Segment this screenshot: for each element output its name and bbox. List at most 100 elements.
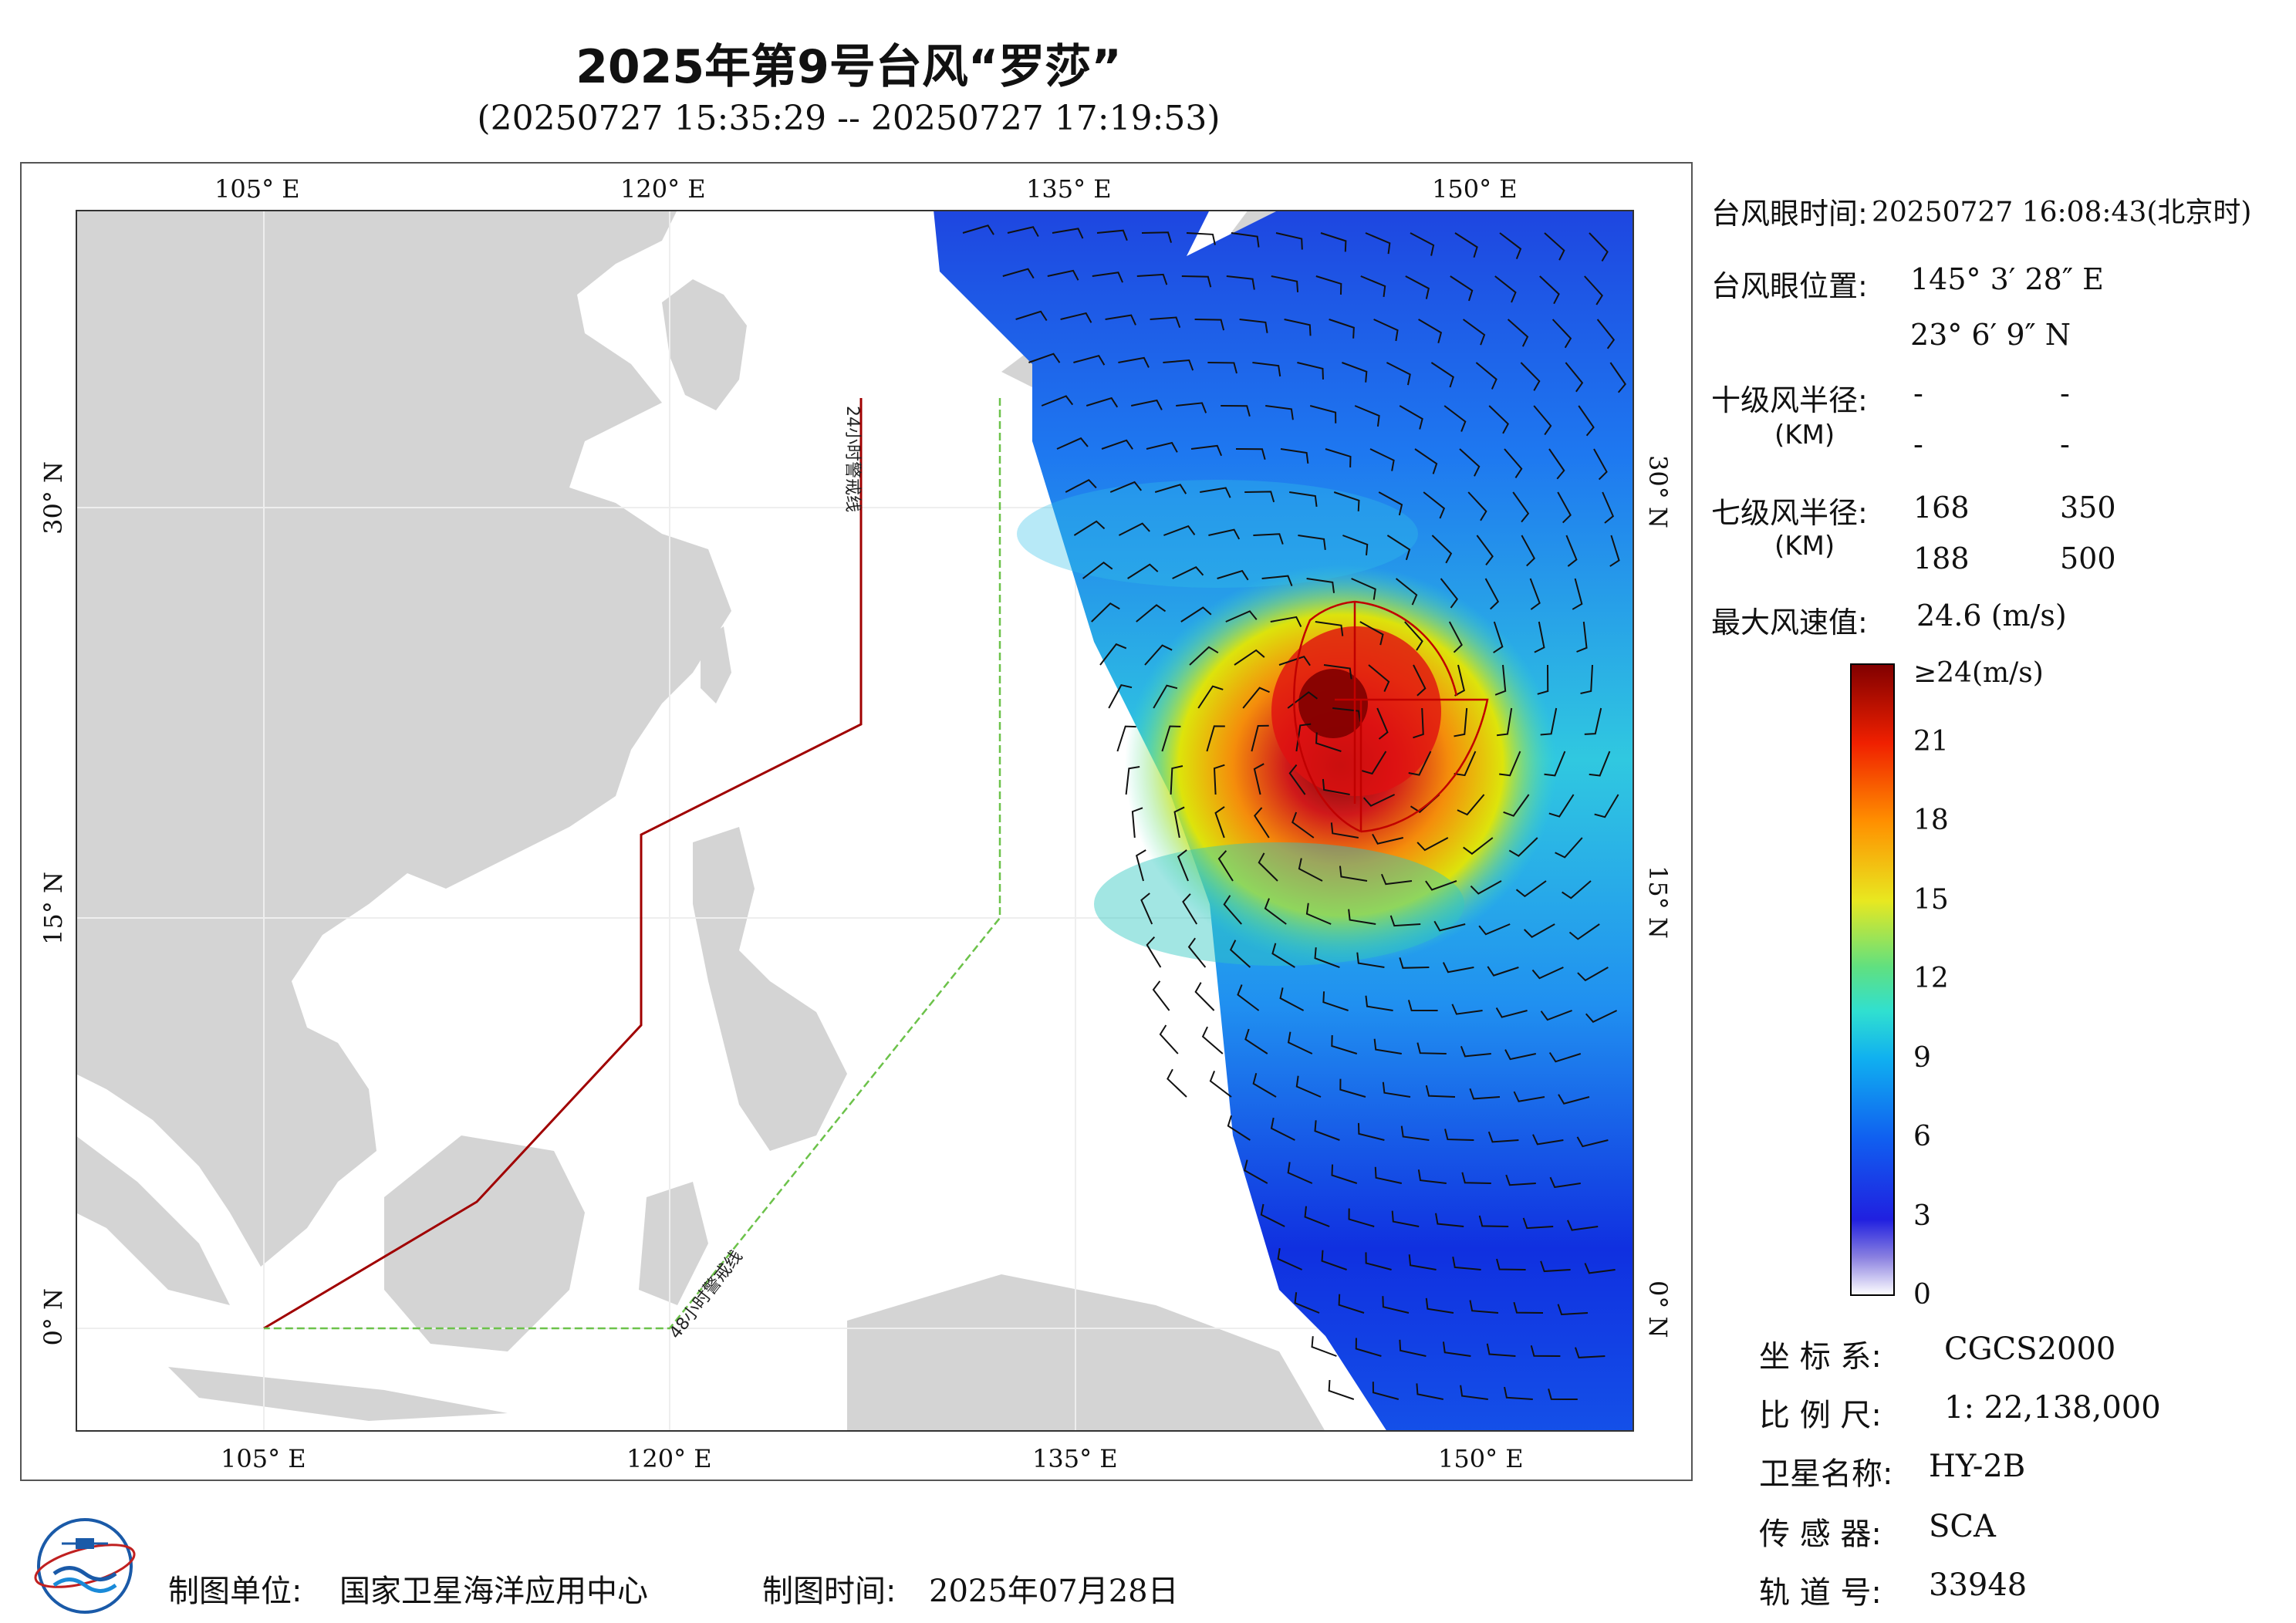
r7-value-3: 188 xyxy=(1913,542,1970,575)
wind-barb xyxy=(1602,491,1615,524)
colorbar-tick: 15 xyxy=(1913,883,1949,916)
wind-barb xyxy=(1329,319,1355,339)
wind-barb xyxy=(1585,1010,1618,1023)
wind-barb xyxy=(1225,610,1258,623)
wind-barb xyxy=(1315,621,1344,636)
wind-barb xyxy=(1223,895,1242,925)
satellite-value: HY-2B xyxy=(1929,1449,2026,1484)
wind-barb xyxy=(1082,562,1113,579)
wind-barb xyxy=(1461,1172,1491,1184)
wind-barb xyxy=(1389,915,1421,927)
wind-barb xyxy=(962,224,994,235)
wind-barb xyxy=(1537,664,1549,695)
wind-barbs xyxy=(962,224,1626,1400)
wind-barb xyxy=(1557,491,1572,524)
wind-barb xyxy=(1320,232,1347,252)
wind-barb xyxy=(1557,1304,1589,1316)
wind-barb xyxy=(1231,232,1260,248)
wind-barb xyxy=(1440,578,1459,609)
wind-barb xyxy=(1467,491,1487,521)
wind-barb xyxy=(1252,362,1281,377)
wind-barb xyxy=(1454,707,1468,737)
wind-barb xyxy=(1425,1297,1454,1314)
wind-barb xyxy=(1197,685,1224,709)
wind-barb xyxy=(1355,1338,1382,1357)
wind-barb xyxy=(1321,1250,1347,1270)
wind-barb xyxy=(1565,362,1584,393)
wind-barb xyxy=(1279,987,1305,1011)
wind-barb xyxy=(1163,525,1196,536)
wind-barb xyxy=(1287,1031,1313,1054)
wind-barb xyxy=(1146,936,1162,968)
wind-barb xyxy=(1150,316,1181,328)
wind-barb xyxy=(1494,664,1507,696)
wind-barb xyxy=(1593,448,1608,481)
orbit-label: 轨 道 号: xyxy=(1759,1575,1882,1611)
wind-barb xyxy=(1304,1206,1330,1227)
wind-barb xyxy=(1487,1131,1519,1143)
wind-barb xyxy=(1478,1215,1509,1227)
wind-barb xyxy=(1391,1210,1420,1227)
wind-barb xyxy=(1594,794,1619,818)
wind-barb xyxy=(1295,723,1312,752)
lon-tick-top-150: 150° E xyxy=(1432,174,1518,204)
wind-barb xyxy=(1041,395,1074,407)
wind-barb xyxy=(1239,319,1268,333)
wind-barb xyxy=(1359,621,1384,646)
wind-barb xyxy=(1400,1125,1430,1141)
wind-barb xyxy=(1154,484,1187,494)
wind-barb xyxy=(1028,353,1061,363)
colorbar-tick: 9 xyxy=(1913,1041,1931,1074)
wind-barb xyxy=(1357,1122,1385,1141)
wind-barb xyxy=(1284,319,1312,336)
eye-time-value: 20250727 16:08:43(北京时) xyxy=(1872,197,2252,228)
wind-barb xyxy=(1548,1388,1578,1400)
wind-barb xyxy=(1170,765,1183,795)
wind-barb xyxy=(1187,937,1207,968)
korean-peninsula xyxy=(662,279,747,410)
taiwan xyxy=(701,626,731,704)
wind-barb xyxy=(1297,362,1324,380)
wind-barb xyxy=(1295,1075,1322,1098)
wind-barb xyxy=(1260,1203,1285,1227)
wind-barb xyxy=(1108,683,1133,709)
wind-barb xyxy=(1173,806,1185,838)
wind-barb xyxy=(1152,980,1170,1011)
wind-barb xyxy=(1548,448,1565,480)
wind-barb xyxy=(1356,952,1385,968)
warning-label-24h: 24小时警戒线 xyxy=(842,406,862,512)
wind-barb xyxy=(1338,1294,1365,1314)
wind-barb xyxy=(1576,1136,1609,1148)
wind-barb xyxy=(1508,837,1538,857)
wind-barb xyxy=(1362,794,1396,807)
wind-barb xyxy=(1141,231,1172,243)
colorbar-tick: 6 xyxy=(1913,1121,1931,1152)
wind-barb xyxy=(1505,1174,1536,1186)
wind-barb xyxy=(1416,1383,1443,1400)
wind-radius-7-outline xyxy=(1293,600,1489,833)
wind-barb xyxy=(1099,643,1127,666)
wind-barb xyxy=(1386,535,1411,561)
wind-barb xyxy=(1244,1159,1268,1184)
wind-barb xyxy=(1109,481,1143,493)
wind-barb xyxy=(1493,621,1504,653)
wind-barb xyxy=(1524,923,1555,939)
wind-barb xyxy=(1289,491,1318,507)
colorbar-tick: 21 xyxy=(1913,725,1949,758)
wind-barb xyxy=(1405,275,1430,299)
wind-barb xyxy=(1442,1341,1471,1357)
wind-barb xyxy=(1328,1379,1355,1400)
wind-barb xyxy=(1567,1220,1599,1231)
wind-barb xyxy=(1073,520,1106,536)
wind-barb xyxy=(1494,275,1517,303)
r7-value-1: 168 xyxy=(1913,491,1970,525)
hainan xyxy=(438,788,485,835)
wind-barb xyxy=(1475,362,1497,390)
wind-barb xyxy=(1360,275,1386,298)
wind-barb xyxy=(1515,880,1547,898)
wind-barb xyxy=(1332,707,1362,722)
wind-barb xyxy=(1372,833,1404,845)
wind-barb xyxy=(1131,807,1143,838)
wind-barb xyxy=(1452,1256,1481,1270)
wind-barb xyxy=(1354,405,1380,427)
